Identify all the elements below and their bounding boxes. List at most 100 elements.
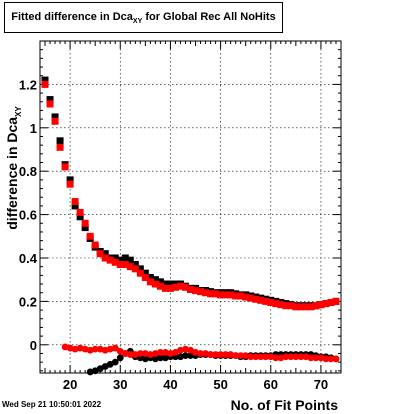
data-point-circle (217, 351, 225, 358)
data-point-circle (126, 351, 134, 358)
data-point-square (91, 241, 99, 249)
data-point-circle (111, 358, 119, 366)
data-point-square (41, 76, 49, 84)
data-point-square (287, 302, 295, 310)
data-point-square (257, 296, 265, 304)
data-point-square (141, 274, 149, 282)
data-point-square (46, 96, 54, 104)
chart-title-main: Fitted difference in Dca (11, 11, 133, 23)
data-point-circle (157, 354, 164, 362)
chart-title: Fitted difference in DcaXY for Global Re… (5, 11, 282, 25)
y-axis-label-main: difference in Dca (4, 117, 20, 230)
data-point-square (131, 261, 139, 269)
timestamp: Wed Sep 21 10:50:01 2022 (2, 400, 102, 409)
data-point-circle (272, 354, 280, 362)
data-point-circle (207, 351, 214, 358)
data-point-square (101, 250, 109, 258)
y-tick-label: 0.8 (19, 164, 37, 179)
data-point-square (312, 302, 320, 310)
x-tick-label: 60 (264, 377, 278, 392)
data-point-square (111, 254, 119, 262)
data-point-square (56, 143, 64, 151)
data-point-square (202, 289, 210, 297)
data-point-circle (212, 351, 219, 358)
data-point-square (76, 213, 84, 221)
data-point-square (166, 280, 174, 288)
data-point-square (161, 284, 169, 292)
y-axis-label-sub: XY (14, 106, 23, 117)
data-point-square (161, 280, 169, 288)
data-point-square (121, 254, 129, 262)
y-tick-label: 0.6 (19, 208, 37, 223)
y-tick-label: 0.2 (19, 294, 37, 309)
data-point-square (187, 285, 194, 293)
data-point-square (176, 282, 184, 290)
data-point-square (212, 290, 220, 298)
data-point-square (81, 224, 89, 232)
data-point-circle (282, 353, 290, 361)
data-point-square (46, 100, 54, 108)
x-tick-label: 40 (163, 377, 177, 392)
data-point-circle (312, 354, 320, 362)
data-point-square (227, 291, 235, 299)
data-point-circle (116, 354, 124, 362)
data-point-square (192, 287, 200, 295)
data-point-circle (111, 344, 119, 352)
data-point-square (222, 291, 230, 299)
data-point-square (302, 303, 310, 311)
data-point-square (267, 298, 275, 306)
x-tick-label: 30 (113, 377, 127, 392)
data-point-square (51, 113, 59, 121)
data-point-circle (197, 350, 204, 357)
data-point-square (51, 117, 59, 125)
data-point-circle (91, 345, 99, 353)
data-point-square (151, 280, 159, 288)
data-point-square (86, 232, 94, 240)
data-point-square (146, 278, 154, 286)
data-point-circle (322, 355, 330, 363)
data-point-square (282, 302, 290, 310)
data-point-square (292, 303, 300, 311)
x-axis-label: No. of Fit Points (231, 397, 339, 413)
marks-layer (41, 76, 340, 376)
data-point-square (66, 180, 74, 188)
data-point-square (66, 176, 74, 184)
data-point-square (272, 300, 280, 308)
data-point-square (71, 198, 79, 206)
data-point-square (136, 269, 144, 277)
data-point-square (307, 303, 315, 311)
data-point-circle (262, 353, 270, 361)
data-point-circle (157, 348, 164, 356)
x-tick-label: 20 (63, 377, 77, 392)
data-point-square (232, 292, 240, 300)
data-point-square (101, 254, 109, 262)
x-tick-label: 50 (213, 377, 227, 392)
data-point-square (207, 290, 215, 298)
data-point-square (141, 269, 149, 277)
data-point-square (41, 80, 49, 88)
data-point-square (171, 283, 179, 291)
data-point-square (237, 292, 245, 300)
data-point-square (252, 295, 260, 303)
y-tick-label: 0.4 (19, 251, 38, 266)
data-point-circle (292, 353, 300, 361)
data-point-square (317, 301, 325, 309)
data-point-square (111, 258, 119, 266)
x-tick-label: 70 (314, 377, 328, 392)
y-tick-label: 1.2 (19, 77, 37, 92)
data-point-circle (332, 355, 340, 363)
data-point-circle (222, 351, 230, 358)
data-point-square (71, 202, 79, 210)
data-point-square (332, 297, 340, 305)
data-point-square (136, 265, 144, 273)
data-point-square (126, 256, 134, 264)
data-point-circle (187, 352, 194, 360)
data-point-square (96, 250, 104, 258)
chart-title-rest: for Global Rec All NoHits (142, 11, 276, 23)
data-point-circle (307, 354, 315, 362)
data-point-circle (327, 355, 335, 363)
data-point-square (242, 293, 250, 301)
y-tick-label: 1 (30, 121, 37, 136)
data-point-square (131, 265, 139, 273)
